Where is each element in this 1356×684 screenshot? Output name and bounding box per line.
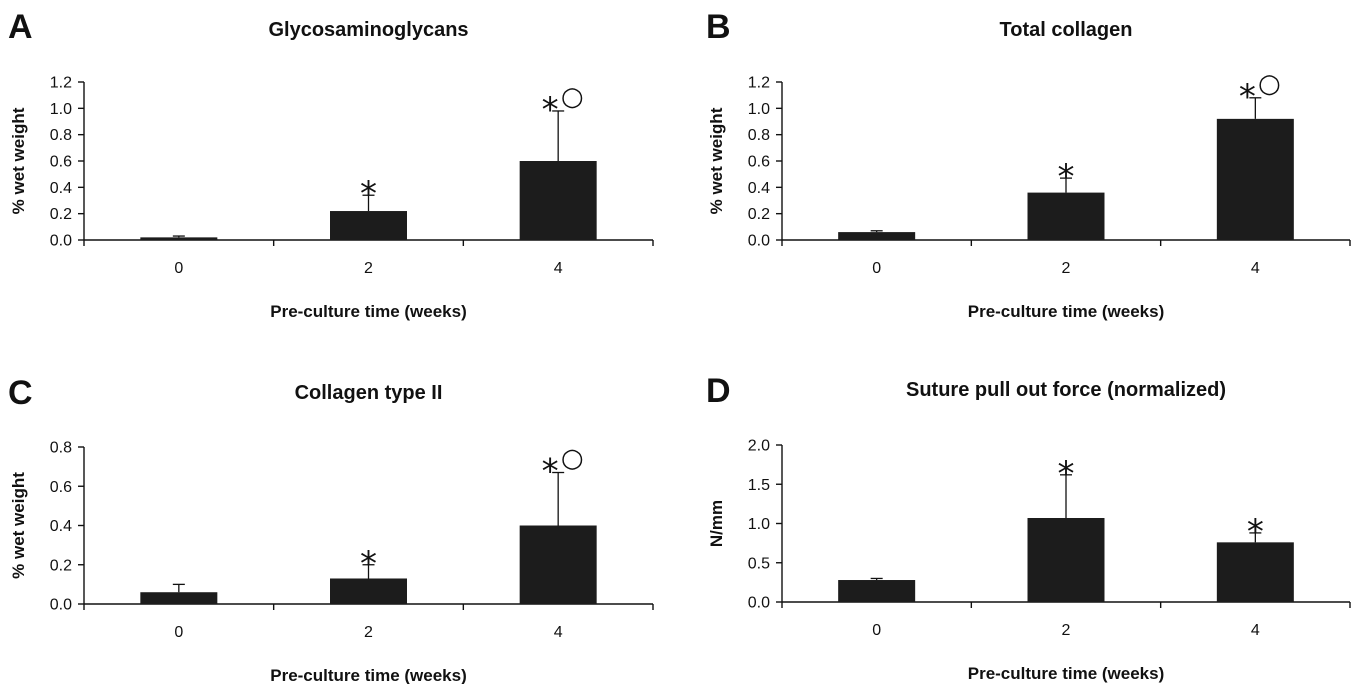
bar	[519, 525, 597, 604]
panel-letter: D	[706, 372, 731, 410]
x-tick-label: 4	[554, 260, 563, 277]
panel-letter: B	[706, 8, 731, 46]
x-axis-label: Pre-culture time (weeks)	[968, 302, 1165, 321]
y-tick-label: 0.4	[748, 180, 770, 197]
x-tick-label: 0	[174, 624, 183, 641]
x-axis-label: Pre-culture time (weeks)	[968, 664, 1165, 683]
y-axis-label: % wet weight	[9, 107, 28, 214]
x-tick-label: 2	[1062, 260, 1071, 277]
y-tick-label: 0.5	[748, 555, 770, 572]
significance-star: *	[1239, 77, 1256, 117]
panel-d: D Suture pull out force (normalized) 0.0 0.…	[706, 372, 1351, 683]
y-tick-label: 1.5	[748, 477, 770, 494]
x-tick-label: 0	[872, 622, 881, 639]
y-axis-label: N/mm	[707, 500, 726, 547]
significance-star: *	[360, 544, 377, 584]
bar	[1027, 518, 1105, 602]
panel-b: B Total collagen 0.0 0.2 0.4 0.6 0.8 1.0 1.2 0 2 * 4…	[706, 8, 1351, 321]
bar	[140, 592, 218, 604]
y-tick-label: 0.6	[50, 154, 72, 171]
y-tick-label: 0.8	[50, 440, 72, 457]
y-tick-label: 1.0	[748, 101, 770, 118]
x-axis-label: Pre-culture time (weeks)	[270, 302, 467, 321]
panel-c: C Collagen type II0.00.20.40.60.80 2*4* ○Pr…	[8, 374, 654, 684]
y-tick-label: 0.8	[748, 127, 770, 144]
panel-a: A Glycosaminoglycans 0.0 0.2 0.4 0.6 0.8 1.0 1.2…	[8, 8, 654, 321]
chart-title: Glycosaminoglycans	[268, 19, 468, 41]
y-tick-label: 1.0	[748, 516, 770, 533]
y-axis-label: % wet weight	[9, 472, 28, 579]
x-tick-label: 4	[1251, 622, 1260, 639]
bar	[1216, 118, 1294, 240]
significance-star: *	[542, 90, 559, 130]
y-tick-label: 0.4	[50, 180, 72, 197]
panel-letter: A	[8, 8, 33, 46]
x-tick-label: 0	[174, 260, 183, 277]
y-tick-label: 0.2	[748, 206, 770, 223]
chart-title: Suture pull out force (normalized)	[906, 379, 1226, 401]
y-tick-label: 0.2	[50, 557, 72, 574]
y-tick-label: 0.6	[50, 479, 72, 496]
bar	[838, 580, 916, 602]
bar	[1027, 192, 1105, 240]
bar	[519, 161, 597, 240]
x-tick-label: 2	[364, 624, 373, 641]
x-axis-label: Pre-culture time (weeks)	[270, 666, 467, 684]
bar	[140, 237, 218, 240]
x-tick-label: 4	[1251, 260, 1260, 277]
y-tick-label: 1.0	[50, 101, 72, 118]
significance-circle: ○	[561, 444, 584, 474]
y-tick-label: 0.8	[50, 127, 72, 144]
bar	[1216, 542, 1294, 602]
significance-star: *	[1247, 512, 1264, 552]
y-tick-label: 0.0	[50, 233, 72, 250]
chart-title: Collagen type II	[295, 382, 443, 404]
significance-star: *	[1058, 454, 1075, 494]
y-tick-label: 1.2	[50, 75, 72, 92]
x-tick-label: 2	[364, 260, 373, 277]
bar	[838, 232, 916, 240]
x-tick-label: 2	[1062, 622, 1071, 639]
x-tick-label: 0	[872, 260, 881, 277]
bar	[330, 578, 407, 604]
y-tick-label: 0.4	[50, 518, 72, 535]
y-tick-label: 0.2	[50, 206, 72, 223]
chart-title: Total collagen	[1000, 19, 1133, 41]
significance-star: *	[542, 452, 559, 492]
panel-letter: C	[8, 374, 33, 412]
y-tick-label: 0.0	[50, 597, 72, 614]
x-tick-label: 4	[554, 624, 563, 641]
y-tick-label: 2.0	[748, 438, 770, 455]
significance-circle: ○	[1258, 69, 1281, 99]
bar	[330, 211, 407, 240]
y-axis-label: % wet weight	[707, 107, 726, 214]
significance-star: *	[360, 174, 377, 214]
y-tick-label: 0.0	[748, 233, 770, 250]
y-tick-label: 1.2	[748, 75, 770, 92]
significance-star: *	[1058, 157, 1075, 197]
y-tick-label: 0.6	[748, 154, 770, 171]
significance-circle: ○	[561, 82, 584, 112]
y-tick-label: 0.0	[748, 595, 770, 612]
